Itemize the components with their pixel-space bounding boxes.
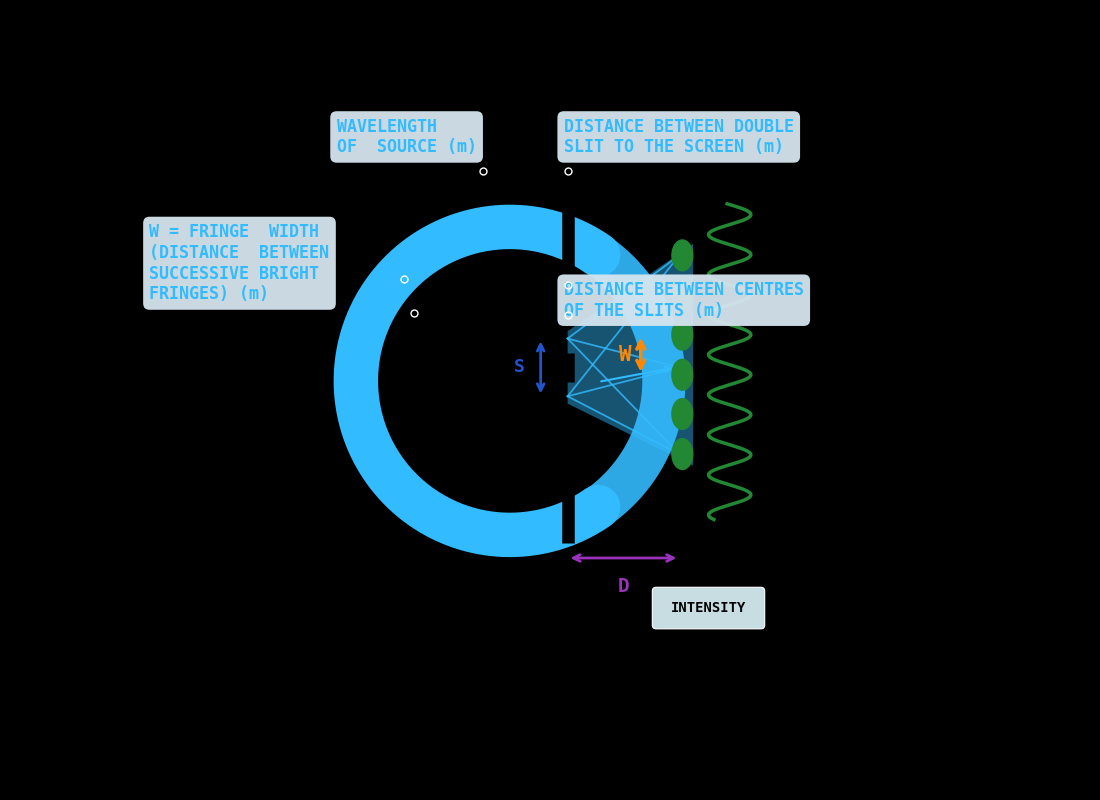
- Text: INTENSITY: INTENSITY: [671, 601, 746, 615]
- Text: DISTANCE BETWEEN DOUBLE
SLIT TO THE SCREEN (m): DISTANCE BETWEEN DOUBLE SLIT TO THE SCRE…: [563, 118, 794, 156]
- Ellipse shape: [672, 398, 693, 430]
- FancyBboxPatch shape: [652, 587, 764, 629]
- Text: DISTANCE BETWEEN CENTRES
OF THE SLITS (m): DISTANCE BETWEEN CENTRES OF THE SLITS (m…: [563, 281, 804, 320]
- Ellipse shape: [672, 279, 693, 310]
- Text: S: S: [514, 358, 525, 377]
- Text: W = FRINGE  WIDTH
(DISTANCE  BETWEEN
SUCCESSIVE BRIGHT
FRINGES) (m): W = FRINGE WIDTH (DISTANCE BETWEEN SUCCE…: [150, 223, 330, 303]
- Ellipse shape: [672, 438, 693, 470]
- Ellipse shape: [672, 359, 693, 390]
- Ellipse shape: [672, 240, 693, 270]
- Polygon shape: [568, 244, 693, 466]
- Text: D: D: [617, 578, 629, 596]
- Text: WAVELENGTH
OF  SOURCE (m): WAVELENGTH OF SOURCE (m): [337, 118, 476, 156]
- Polygon shape: [586, 237, 685, 525]
- Ellipse shape: [672, 319, 693, 350]
- Text: W: W: [619, 345, 631, 365]
